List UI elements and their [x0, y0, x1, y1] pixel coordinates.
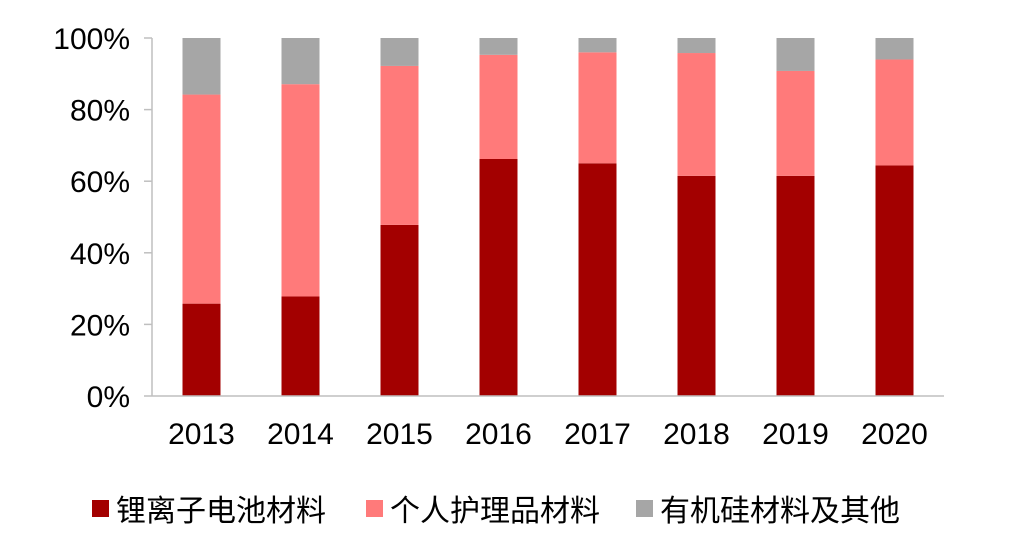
x-tick-label: 2013 — [168, 418, 235, 451]
x-tick-label: 2018 — [663, 418, 730, 451]
legend-swatch — [636, 500, 653, 517]
bar-segment-series-1 — [578, 52, 617, 164]
bars-layer — [182, 38, 914, 396]
bar-segment-series-0 — [776, 175, 815, 396]
legend-label: 有机硅材料及其他 — [660, 494, 900, 529]
legend-label: 锂离子电池材料 — [116, 494, 326, 529]
bar-segment-series-0 — [380, 224, 419, 396]
bar-segment-series-1 — [380, 65, 419, 225]
y-tick-label: 0% — [87, 381, 130, 414]
bar-segment-series-1 — [281, 84, 320, 297]
bar-segment-series-0 — [281, 296, 320, 396]
y-tick-label: 100% — [53, 23, 130, 56]
y-tick-label: 40% — [70, 238, 130, 271]
bar-segment-series-2 — [380, 38, 419, 66]
legend: 锂离子电池材料 个人护理品材料 有机硅材料及其他 — [92, 494, 900, 529]
bar-segment-series-0 — [479, 159, 518, 396]
bar-segment-series-2 — [578, 38, 617, 53]
y-axis-ticks: 0% 20% 40% 60% 80% 100% — [53, 23, 152, 414]
bar-segment-series-2 — [875, 38, 914, 60]
legend-swatch — [366, 500, 383, 517]
y-tick-label: 60% — [70, 166, 130, 199]
bar-segment-series-1 — [776, 70, 815, 176]
x-tick-label: 2015 — [366, 418, 433, 451]
bar-segment-series-1 — [875, 59, 914, 166]
bar-segment-series-2 — [479, 38, 518, 55]
x-tick-label: 2019 — [762, 418, 829, 451]
y-tick-label: 20% — [70, 309, 130, 342]
legend-label: 个人护理品材料 — [390, 494, 600, 529]
bar-segment-series-0 — [578, 163, 617, 396]
bar-segment-series-1 — [182, 94, 221, 304]
bar-segment-series-0 — [182, 303, 221, 396]
x-axis-ticks: 2013 2014 2015 2016 2017 2018 2019 2020 — [168, 418, 928, 451]
bar-segment-series-2 — [281, 38, 320, 85]
bar-segment-series-2 — [776, 38, 815, 71]
bar-segment-series-2 — [182, 38, 221, 95]
bar-segment-series-1 — [479, 54, 518, 160]
x-tick-label: 2014 — [267, 418, 334, 451]
x-tick-label: 2020 — [861, 418, 928, 451]
bar-segment-series-2 — [677, 38, 716, 54]
x-tick-label: 2017 — [564, 418, 631, 451]
bar-segment-series-0 — [875, 165, 914, 396]
x-tick-label: 2016 — [465, 418, 532, 451]
bar-segment-series-1 — [677, 53, 716, 176]
legend-swatch — [92, 500, 109, 517]
y-tick-label: 80% — [70, 95, 130, 128]
bar-segment-series-0 — [677, 175, 716, 396]
